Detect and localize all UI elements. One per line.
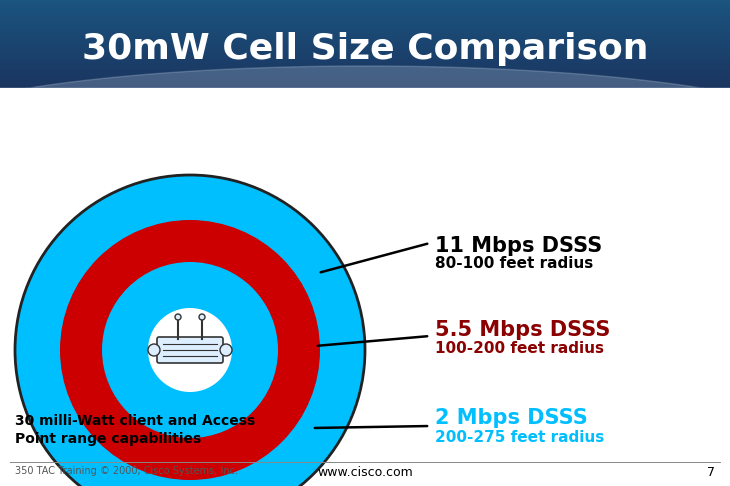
Circle shape <box>199 314 205 320</box>
Text: 100-200 feet radius: 100-200 feet radius <box>435 341 604 356</box>
Text: 200-275 feet radius: 200-275 feet radius <box>435 430 604 445</box>
Text: Point range capabilities: Point range capabilities <box>15 432 201 446</box>
Text: 7: 7 <box>707 466 715 479</box>
Text: 350 TAC Training: 350 TAC Training <box>15 466 97 476</box>
Text: 5.5 Mbps DSSS: 5.5 Mbps DSSS <box>435 320 610 340</box>
Circle shape <box>220 344 232 356</box>
FancyBboxPatch shape <box>157 337 223 363</box>
Text: 30mW Cell Size Comparison: 30mW Cell Size Comparison <box>82 32 648 66</box>
Text: 11 Mbps DSSS: 11 Mbps DSSS <box>435 236 602 256</box>
Circle shape <box>60 220 320 480</box>
Circle shape <box>148 344 160 356</box>
Text: 30 milli-Watt client and Access: 30 milli-Watt client and Access <box>15 414 255 428</box>
Polygon shape <box>0 66 730 141</box>
Circle shape <box>15 175 365 486</box>
Circle shape <box>102 262 278 438</box>
Circle shape <box>175 314 181 320</box>
Text: © 2000, Cisco Systems, Inc.: © 2000, Cisco Systems, Inc. <box>100 466 238 476</box>
Text: 80-100 feet radius: 80-100 feet radius <box>435 256 593 271</box>
Circle shape <box>148 308 232 392</box>
Text: www.cisco.com: www.cisco.com <box>317 466 413 479</box>
Text: 2 Mbps DSSS: 2 Mbps DSSS <box>435 408 588 428</box>
